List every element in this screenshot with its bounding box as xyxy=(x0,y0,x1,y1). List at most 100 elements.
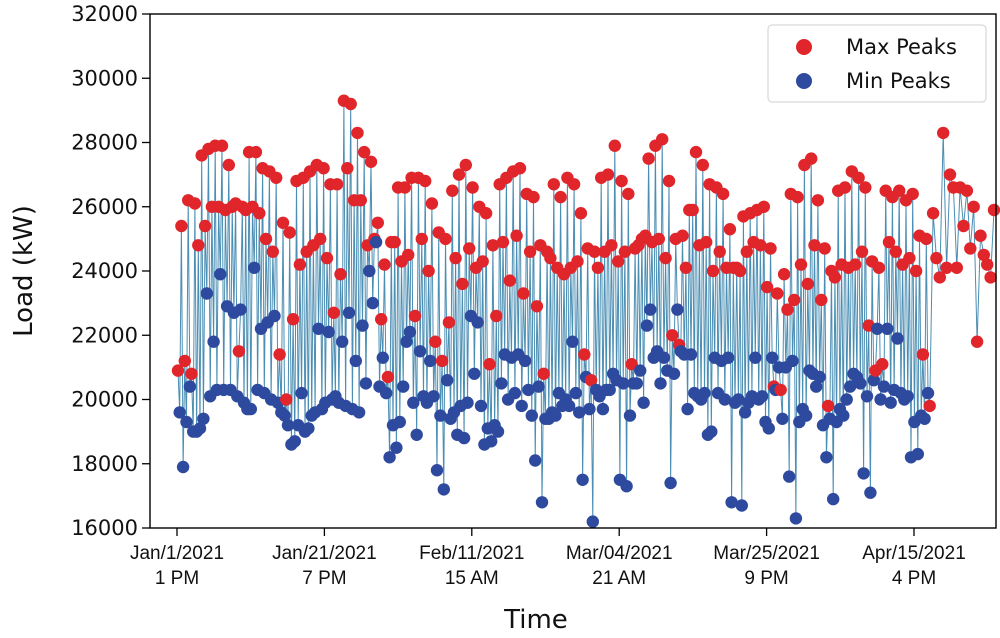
max-peak-point xyxy=(317,162,330,175)
min-peak-point xyxy=(393,415,406,429)
min-peak-point xyxy=(576,473,589,486)
min-peak-point xyxy=(573,406,586,419)
max-peak-point xyxy=(920,232,933,246)
max-peak-point xyxy=(981,258,994,271)
min-peak-point xyxy=(434,409,447,422)
max-peak-point xyxy=(754,239,767,252)
min-peak-point xyxy=(485,435,498,448)
min-peak-point xyxy=(288,435,301,448)
min-peak-point xyxy=(312,322,325,335)
max-peak-point xyxy=(456,277,469,291)
max-peak-point xyxy=(341,162,354,175)
max-peak-point xyxy=(466,181,479,194)
max-peak-point xyxy=(517,287,530,300)
max-peak-point xyxy=(937,126,950,140)
max-peak-point xyxy=(909,264,923,278)
max-peak-point xyxy=(852,171,865,184)
max-peak-point xyxy=(622,187,635,201)
min-peak-point xyxy=(918,412,931,425)
min-peak-point xyxy=(525,409,538,422)
max-peak-point xyxy=(662,174,676,188)
min-peak-point xyxy=(755,390,769,403)
legend: Max Peaks Min Peaks xyxy=(767,24,987,103)
max-peak-point xyxy=(476,255,489,268)
min-peak-point xyxy=(654,377,667,390)
max-peak-point xyxy=(523,245,537,258)
max-peak-point xyxy=(358,145,371,159)
max-peak-point xyxy=(652,232,665,246)
min-peak-point xyxy=(342,306,356,319)
min-peak-point xyxy=(732,393,745,406)
max-peak-point xyxy=(794,258,808,271)
min-peak-point xyxy=(623,409,637,422)
max-peak-point xyxy=(388,235,401,249)
max-peak-point xyxy=(547,178,560,191)
min-peak-point xyxy=(813,370,826,384)
min-peak-point xyxy=(640,319,654,332)
x-tick-label-time: 21 AM xyxy=(592,568,646,589)
max-peak-point xyxy=(419,174,432,188)
min-peak-point xyxy=(491,425,505,438)
max-peak-point xyxy=(286,313,300,326)
max-peak-point xyxy=(171,364,185,377)
min-peak-point xyxy=(180,415,193,429)
x-tick-label: Jan/21/2021 xyxy=(272,543,377,564)
min-peak-point xyxy=(911,447,924,461)
min-peak-point xyxy=(766,351,779,364)
max-peak-point xyxy=(486,239,500,252)
max-peak-point xyxy=(950,261,963,274)
min-peak-point xyxy=(518,354,532,368)
min-peak-point xyxy=(376,351,389,364)
max-peak-point xyxy=(253,207,266,220)
max-peak-point xyxy=(188,197,202,210)
x-tick-label-time: 7 PM xyxy=(302,568,346,589)
min-peak-point xyxy=(400,335,413,348)
max-peak-point xyxy=(700,235,713,249)
min-peak-point xyxy=(349,354,362,368)
x-tick-label: Jan/1/2021 xyxy=(130,543,224,564)
min-peak-point xyxy=(810,380,823,393)
max-peak-point xyxy=(513,162,527,175)
max-peak-point xyxy=(601,168,615,181)
max-peak-point xyxy=(280,393,293,406)
min-peak-point xyxy=(644,303,657,316)
min-peak-point xyxy=(749,351,762,364)
min-peak-point xyxy=(874,393,887,406)
max-peak-point xyxy=(612,255,625,268)
min-peak-point xyxy=(430,464,444,477)
min-peak-point xyxy=(569,386,582,400)
max-peak-point xyxy=(821,399,835,413)
max-peak-point xyxy=(425,197,439,210)
max-peak-point xyxy=(446,184,459,197)
max-peak-point xyxy=(527,190,540,204)
max-peak-point xyxy=(215,139,229,152)
max-peak-point xyxy=(882,235,896,249)
min-peak-point xyxy=(352,406,366,419)
min-peak-point xyxy=(268,309,281,323)
min-peak-point xyxy=(468,367,481,380)
legend-box xyxy=(767,24,987,103)
legend-label-max: Max Peaks xyxy=(846,35,957,59)
min-peak-point xyxy=(776,412,789,425)
min-peak-point xyxy=(840,393,853,406)
min-peak-point xyxy=(359,377,373,390)
max-peak-point xyxy=(984,271,997,284)
min-peak-point xyxy=(336,335,349,348)
max-peak-point xyxy=(760,280,774,294)
min-peak-point xyxy=(471,316,484,329)
min-peak-point xyxy=(881,322,894,335)
x-tick-label: Feb/11/2021 xyxy=(419,543,524,564)
min-peak-point xyxy=(901,390,914,403)
max-peak-point xyxy=(371,216,384,229)
min-peak-point xyxy=(200,287,213,300)
min-peak-point xyxy=(718,393,731,406)
max-peak-point xyxy=(733,264,747,278)
max-peak-point xyxy=(774,383,787,397)
min-peak-point xyxy=(529,454,542,467)
min-peak-point xyxy=(207,335,220,348)
max-peak-point xyxy=(872,261,886,274)
max-peak-point xyxy=(713,245,726,258)
max-peak-point xyxy=(330,178,344,191)
y-tick-label: 30000 xyxy=(71,66,138,90)
max-peak-point xyxy=(503,274,516,287)
